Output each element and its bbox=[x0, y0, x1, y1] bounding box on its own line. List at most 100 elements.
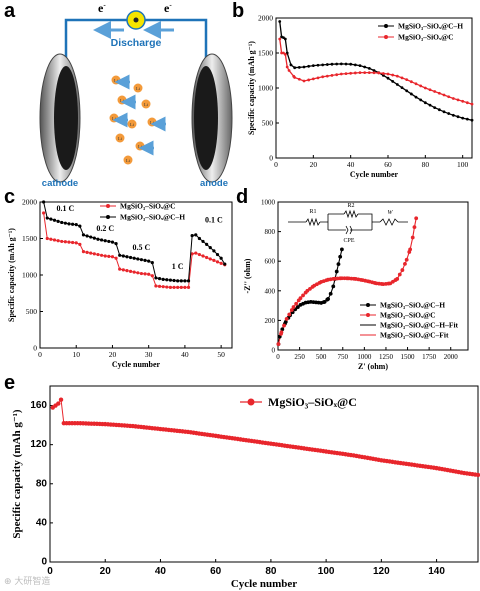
data-point bbox=[287, 312, 292, 317]
data-point bbox=[428, 88, 432, 92]
x-axis-label: Cycle number bbox=[112, 360, 161, 369]
data-point bbox=[386, 76, 390, 80]
data-point bbox=[176, 279, 180, 283]
data-point bbox=[74, 223, 78, 227]
x-tick-label: 40 bbox=[155, 566, 167, 577]
svg-text:Li: Li bbox=[130, 122, 135, 127]
x-tick-label: 100 bbox=[318, 566, 335, 577]
data-point bbox=[282, 323, 286, 328]
data-point bbox=[328, 291, 333, 296]
data-point bbox=[283, 53, 287, 56]
x-tick-label: 1500 bbox=[401, 353, 416, 361]
data-point bbox=[78, 242, 82, 246]
x-tick-label: 20 bbox=[109, 350, 117, 359]
data-point bbox=[366, 313, 370, 317]
data-point bbox=[451, 97, 455, 100]
data-point bbox=[311, 77, 315, 81]
data-point bbox=[465, 117, 469, 121]
y-tick-label: 500 bbox=[26, 307, 38, 316]
data-point bbox=[78, 224, 82, 228]
data-point bbox=[291, 305, 296, 309]
data-point bbox=[147, 272, 151, 276]
data-point bbox=[349, 71, 353, 75]
data-point bbox=[107, 254, 111, 258]
data-point bbox=[465, 101, 469, 105]
y-tick-label: 160 bbox=[30, 400, 47, 411]
data-point bbox=[212, 258, 216, 262]
data-point bbox=[212, 249, 216, 253]
data-point bbox=[307, 64, 311, 68]
data-point bbox=[331, 284, 336, 289]
lithium-ion: Li bbox=[109, 112, 128, 128]
data-point bbox=[293, 76, 297, 79]
data-point bbox=[103, 254, 107, 258]
data-point bbox=[442, 93, 446, 97]
data-point bbox=[205, 242, 209, 246]
data-point bbox=[278, 37, 282, 41]
data-point bbox=[71, 222, 75, 226]
data-point bbox=[285, 65, 289, 69]
data-point bbox=[470, 102, 474, 106]
rate-annotation: 0.2 C bbox=[96, 224, 114, 233]
panel-label-e: e bbox=[4, 372, 16, 394]
data-point bbox=[74, 241, 78, 245]
x-tick-label: 500 bbox=[316, 353, 327, 361]
data-point bbox=[154, 284, 158, 288]
circuit-label-r2: R2 bbox=[347, 203, 354, 209]
y-axis-label: Specific capacity (mAh g⁻¹) bbox=[247, 41, 256, 135]
data-point bbox=[372, 71, 376, 75]
lithium-ion: Li bbox=[123, 155, 133, 165]
data-point bbox=[391, 79, 395, 83]
data-point bbox=[321, 75, 325, 79]
data-point bbox=[52, 238, 57, 242]
data-point bbox=[85, 250, 89, 254]
data-point bbox=[143, 258, 147, 262]
x-tick-label: 20 bbox=[310, 160, 318, 169]
data-point bbox=[136, 271, 140, 275]
data-point bbox=[139, 258, 144, 262]
data-point bbox=[136, 257, 140, 261]
x-tick-label: 1250 bbox=[379, 353, 394, 361]
legend-entry: MgSiO₃–SiOₓ@C bbox=[268, 395, 357, 409]
data-point bbox=[280, 327, 285, 332]
data-point bbox=[301, 293, 305, 298]
x-tick-label: 2000 bbox=[444, 353, 459, 361]
data-point bbox=[139, 271, 144, 276]
data-point bbox=[305, 288, 310, 293]
x-tick-label: 30 bbox=[145, 350, 153, 359]
y-axis-label: -Z'' (ohm) bbox=[243, 258, 252, 293]
data-point bbox=[176, 285, 180, 290]
data-point bbox=[161, 285, 165, 289]
data-point bbox=[336, 262, 341, 267]
legend-entry: MgSiO₃–SiOₓ@C bbox=[380, 311, 436, 320]
data-point bbox=[247, 398, 255, 406]
x-tick-label: 0 bbox=[38, 350, 42, 359]
y-tick-label: 2000 bbox=[22, 198, 37, 207]
data-point bbox=[419, 98, 423, 102]
rate-annotation: 0.1 C bbox=[205, 215, 223, 224]
data-point bbox=[219, 261, 223, 265]
data-point bbox=[321, 63, 325, 67]
data-point bbox=[165, 278, 169, 282]
data-point bbox=[215, 260, 220, 264]
data-point bbox=[284, 317, 289, 321]
data-point bbox=[335, 62, 339, 66]
data-point bbox=[56, 401, 61, 406]
data-point bbox=[400, 86, 404, 90]
data-point bbox=[201, 239, 205, 244]
legend-entry: MgSiO₃–SiOₓ@C bbox=[398, 33, 454, 42]
data-point bbox=[114, 242, 118, 246]
data-point bbox=[106, 204, 110, 208]
data-point bbox=[338, 254, 343, 259]
resistor-r2 bbox=[343, 209, 359, 219]
data-point bbox=[219, 256, 223, 260]
y-axis-label: Specific capacity (mAh g⁻¹) bbox=[11, 409, 23, 539]
data-point bbox=[330, 74, 334, 77]
data-point bbox=[89, 235, 93, 239]
data-point bbox=[165, 285, 169, 289]
y-tick-label: 0 bbox=[33, 344, 37, 353]
legend-entry: MgSiO₃–SiOₓ@C–H–Fit bbox=[380, 321, 459, 330]
data-point bbox=[470, 118, 474, 122]
data-point bbox=[107, 239, 111, 244]
